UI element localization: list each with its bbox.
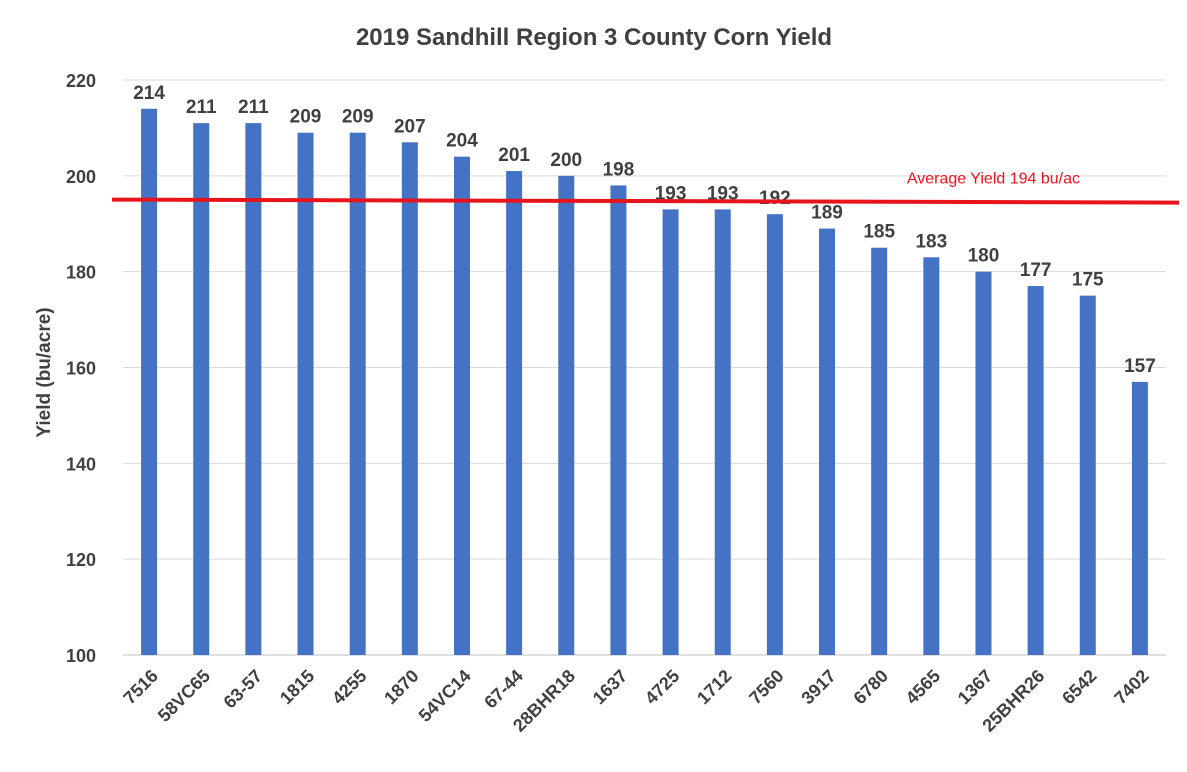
bar [975, 271, 992, 655]
data-label: 175 [1072, 270, 1104, 291]
average-line-group: Average Yield 194 bu/ac [111, 171, 1180, 205]
bar [610, 185, 627, 655]
bar [819, 228, 836, 655]
data-label: 157 [1124, 356, 1156, 377]
data-label: 193 [707, 183, 739, 204]
x-category-label: 1815 [276, 666, 318, 708]
x-category-label: 6780 [850, 666, 892, 708]
x-category-label: 63-57 [220, 666, 267, 713]
bar [1079, 295, 1096, 655]
bar [923, 257, 940, 655]
bar [193, 123, 210, 655]
y-tick-label: 160 [66, 359, 96, 379]
data-label: 192 [759, 188, 791, 209]
data-label: 180 [968, 246, 1000, 267]
data-label: 183 [915, 231, 947, 252]
bar [245, 123, 262, 655]
x-category-label: 67-44 [480, 666, 527, 713]
bar [558, 175, 575, 656]
data-label: 209 [342, 107, 374, 128]
bar [401, 142, 418, 655]
x-category-label: 7402 [1110, 666, 1152, 708]
x-category-label: 4565 [902, 666, 944, 708]
data-label: 214 [133, 83, 165, 104]
bar [453, 156, 470, 655]
data-label: 193 [655, 183, 687, 204]
bar [871, 247, 888, 656]
y-tick-label: 100 [66, 646, 96, 666]
x-category-label: 1637 [589, 666, 631, 708]
data-label: 201 [498, 145, 530, 166]
gridlines [123, 79, 1166, 656]
data-label: 204 [446, 131, 478, 152]
x-category-label: 54VC14 [415, 666, 475, 726]
y-tick-label: 120 [66, 550, 96, 570]
x-category-label: 58VC65 [154, 666, 214, 726]
x-category-label: 7516 [119, 666, 161, 708]
average-line-label: Average Yield 194 bu/ac [907, 171, 1080, 188]
x-category-label: 3917 [797, 666, 839, 708]
x-category-label: 4725 [641, 666, 683, 708]
x-category-label: 4255 [328, 666, 370, 708]
y-tick-label: 200 [66, 167, 96, 187]
x-category-label: 1367 [954, 666, 996, 708]
y-tick-label: 140 [66, 454, 96, 474]
bar [349, 132, 366, 656]
data-label: 185 [863, 222, 895, 243]
data-label: 198 [603, 159, 635, 180]
x-category-label: 1870 [380, 666, 422, 708]
bar [297, 132, 314, 656]
data-label: 209 [290, 107, 322, 128]
bar [766, 214, 783, 655]
chart-title: 2019 Sandhill Region 3 County Corn Yield [356, 24, 832, 51]
data-labels: 214 211 211 209 209 207 204 201 200 198 193 193 192 1… [133, 83, 1156, 377]
data-label: 211 [186, 97, 217, 118]
bar [1027, 286, 1044, 655]
bar [506, 171, 523, 655]
bars [141, 108, 1148, 656]
bar [662, 209, 679, 655]
y-tick-label: 180 [66, 263, 96, 283]
x-category-label: 1712 [693, 666, 735, 708]
y-tick-label: 220 [66, 71, 96, 91]
x-category-label: 7560 [745, 666, 787, 708]
y-axis-title: Yield (bu/acre) [34, 307, 55, 437]
x-category-label: 6542 [1058, 666, 1100, 708]
bar [714, 209, 731, 655]
data-label: 177 [1020, 260, 1052, 281]
bar [1131, 381, 1148, 655]
data-label: 211 [238, 97, 269, 118]
average-line [111, 197, 1180, 205]
data-label: 200 [550, 150, 582, 171]
bar [141, 108, 158, 655]
data-label: 207 [394, 116, 426, 137]
data-label: 189 [811, 203, 843, 224]
y-axis-ticks: 100 120 140 160 180 200 220 [66, 71, 96, 666]
